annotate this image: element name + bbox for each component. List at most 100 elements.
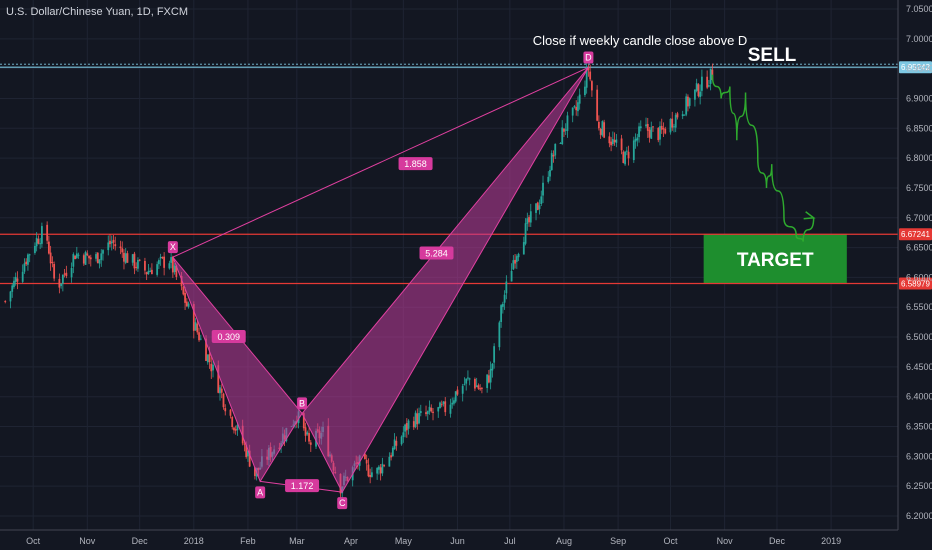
- candle-body: [135, 266, 138, 268]
- target-zone-layer: [703, 234, 847, 284]
- candle-body: [208, 354, 211, 363]
- candle-body: [615, 139, 618, 143]
- candle-body: [503, 294, 506, 303]
- candle-body: [632, 140, 635, 161]
- candle-body: [72, 254, 75, 267]
- candle-body: [491, 363, 494, 371]
- candle-body: [659, 126, 661, 140]
- candle-body: [147, 270, 150, 275]
- candle-body: [683, 114, 686, 116]
- candle-body: [212, 364, 214, 371]
- candle-body: [121, 248, 124, 253]
- candle-body: [688, 98, 691, 106]
- candle-body: [184, 292, 186, 303]
- candle-body: [100, 253, 103, 260]
- candle-body: [47, 241, 50, 254]
- candle-body: [660, 125, 663, 130]
- y-tick-label: 6.40000: [906, 392, 932, 402]
- x-tick-label: Jul: [504, 536, 516, 546]
- candle-body: [302, 413, 305, 429]
- candle-body: [634, 138, 637, 142]
- x-tick-label: 2018: [184, 536, 204, 546]
- candle-body: [624, 151, 626, 165]
- candle-body: [156, 264, 159, 275]
- candle-body: [646, 123, 649, 131]
- candle-body: [699, 91, 702, 97]
- candle-body: [650, 127, 653, 139]
- candle-body: [449, 404, 452, 414]
- pattern-point-label: D: [585, 52, 592, 62]
- candle-body: [377, 466, 380, 470]
- candle-body: [608, 136, 611, 144]
- candle-body: [625, 150, 628, 152]
- pattern-point-label: A: [257, 487, 263, 497]
- candle-body: [364, 453, 366, 460]
- candle-body: [639, 126, 642, 129]
- candle-body: [254, 467, 256, 476]
- candle-body: [674, 114, 677, 128]
- candle-body: [425, 412, 427, 415]
- candle-body: [16, 278, 19, 282]
- candle-body: [151, 269, 153, 275]
- x-tick-label: Nov: [79, 536, 96, 546]
- candle-body: [98, 259, 101, 264]
- candle-body: [412, 421, 415, 428]
- candle-body: [175, 265, 178, 277]
- candle-body: [578, 94, 581, 104]
- candle-body: [707, 85, 710, 87]
- y-tick-label: 6.85000: [906, 123, 932, 133]
- level-price-box: [899, 277, 932, 290]
- candle-body: [481, 387, 483, 389]
- candle-body: [35, 237, 38, 247]
- candle-body: [391, 447, 394, 456]
- candle-body: [247, 450, 249, 457]
- candle-body: [657, 127, 660, 141]
- candle-body: [131, 254, 134, 263]
- projection-path: [711, 74, 816, 242]
- candle-body: [652, 126, 654, 128]
- candle-body: [638, 126, 640, 138]
- y-tick-label: 6.50000: [906, 332, 932, 342]
- candle-body: [170, 257, 173, 263]
- candle-body: [185, 301, 188, 307]
- candle-body: [383, 465, 386, 467]
- candle-body: [585, 67, 588, 88]
- candle-body: [4, 301, 7, 303]
- candle-body: [88, 255, 90, 259]
- candle-body: [205, 338, 207, 361]
- candle-body: [82, 255, 85, 264]
- candle-body: [676, 113, 679, 118]
- y-tick-label: 6.20000: [906, 511, 932, 521]
- candle-body: [61, 274, 64, 284]
- ratio-label: 1.858: [404, 159, 427, 169]
- x-tick-label: Sep: [610, 536, 626, 546]
- candle-body: [400, 436, 403, 445]
- candle-body: [367, 464, 370, 477]
- candle-body: [528, 217, 530, 223]
- candle-body: [591, 81, 593, 91]
- candle-body: [234, 429, 237, 431]
- candle-body: [187, 303, 190, 307]
- candle-body: [577, 102, 579, 112]
- candle-body: [697, 84, 700, 97]
- level-price-text: 6.67241: [901, 230, 930, 239]
- candle-body: [563, 128, 565, 132]
- candle-body: [110, 241, 113, 244]
- x-tick-label: Mar: [289, 536, 305, 546]
- candle-body: [437, 407, 440, 412]
- candle-body: [365, 459, 368, 464]
- candle-body: [194, 322, 197, 331]
- candle-body: [21, 271, 24, 282]
- projection-arrowhead: [803, 211, 816, 220]
- candle-body: [542, 182, 544, 196]
- candle-body: [306, 432, 309, 435]
- y-tick-label: 6.95000: [906, 64, 932, 74]
- candle-body: [309, 442, 312, 445]
- candle-body: [498, 322, 501, 348]
- candle-body: [144, 260, 146, 271]
- candle-body: [547, 176, 550, 182]
- candle-body: [467, 377, 469, 379]
- candle-body: [596, 89, 599, 121]
- candle-body: [475, 385, 478, 388]
